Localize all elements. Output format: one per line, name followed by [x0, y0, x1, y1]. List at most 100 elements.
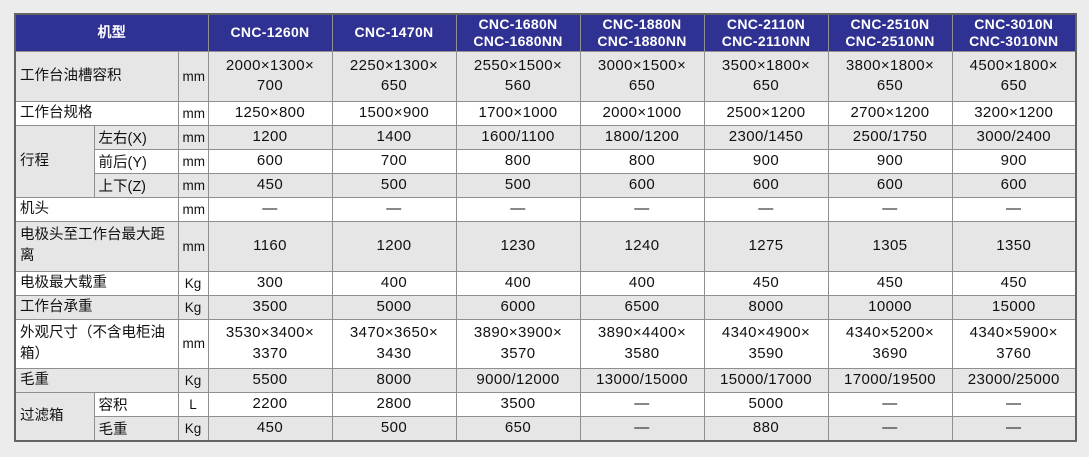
value-cell: 13000/15000 — [579, 367, 705, 393]
value-cell: 1800/1200 — [579, 124, 705, 150]
value-cell: 400 — [455, 270, 581, 296]
value-cell: — — [951, 415, 1077, 442]
value-cell: 1200 — [207, 124, 333, 150]
value-cell: 1350 — [951, 220, 1077, 272]
value-cell: 1600/1100 — [455, 124, 581, 150]
value-cell: 600 — [579, 172, 705, 198]
value-cell: 450 — [951, 270, 1077, 296]
value-cell: 1230 — [455, 220, 581, 272]
value-cell: 1200 — [331, 220, 457, 272]
value-cell: 4340×5200× 3690 — [827, 318, 953, 369]
value-cell: 1500×900 — [331, 100, 457, 126]
unit-cell: mm — [177, 124, 209, 150]
value-cell: 4500×1800× 650 — [951, 50, 1077, 102]
value-cell: 400 — [579, 270, 705, 296]
row-label: 电极头至工作台最大距离 — [14, 220, 179, 272]
value-cell: 450 — [207, 172, 333, 198]
row-label: 电极最大载重 — [14, 270, 179, 296]
value-cell: — — [703, 196, 829, 222]
row-filter-weight: 毛重 Kg 450 500 650 — 880 — — — [15, 415, 1077, 442]
value-cell: 400 — [331, 270, 457, 296]
value-cell: 6500 — [579, 294, 705, 320]
value-cell: — — [579, 391, 705, 417]
value-cell: 3000×1500× 650 — [579, 50, 705, 102]
unit-cell: mm — [177, 196, 209, 222]
unit-cell: mm — [177, 318, 209, 369]
value-cell: 600 — [951, 172, 1077, 198]
value-cell: 5500 — [207, 367, 333, 393]
value-cell: 500 — [331, 172, 457, 198]
value-cell: 2250×1300× 650 — [331, 50, 457, 102]
value-cell: 2500/1750 — [827, 124, 953, 150]
row-sublabel: 上下(Z) — [93, 172, 179, 198]
cnc-spec-table: 机型 CNC-1260N CNC-1470N CNC-1680N CNC-168… — [14, 13, 1077, 442]
value-cell: 17000/19500 — [827, 367, 953, 393]
row-electrode-load: 电极最大载重 Kg 300 400 400 400 450 450 450 — [14, 270, 1077, 296]
value-cell: — — [455, 196, 581, 222]
value-cell: 4340×4900× 3590 — [703, 318, 829, 369]
row-label: 工作台油槽容积 — [14, 50, 179, 102]
row-group-label-travel: 行程 — [14, 124, 95, 198]
value-cell: 3530×3400× 3370 — [207, 318, 333, 369]
value-cell: 500 — [331, 415, 457, 442]
value-cell: 3200×1200 — [951, 100, 1077, 126]
value-cell: 2500×1200 — [703, 100, 829, 126]
row-table-size: 工作台规格 mm 1250×800 1500×900 1700×1000 200… — [14, 100, 1077, 126]
value-cell: 300 — [207, 270, 333, 296]
unit-cell: mm — [177, 220, 209, 272]
value-cell: 1240 — [579, 220, 705, 272]
value-cell: 1700×1000 — [455, 100, 581, 126]
value-cell: 4340×5900× 3760 — [951, 318, 1077, 369]
value-cell: 8000 — [703, 294, 829, 320]
value-cell: 900 — [827, 148, 953, 174]
value-cell: 3890×3900× 3570 — [455, 318, 581, 369]
row-dimensions: 外观尺寸（不含电柜油箱） mm 3530×3400× 3370 3470×365… — [14, 318, 1077, 369]
row-oil-tank: 工作台油槽容积 mm 2000×1300× 700 2250×1300× 650… — [14, 50, 1077, 102]
column-header-model-5: CNC-2110N CNC-2110NN — [703, 13, 829, 52]
row-sublabel: 左右(X) — [93, 124, 179, 150]
unit-cell: mm — [177, 172, 209, 198]
value-cell: 9000/12000 — [455, 367, 581, 393]
value-cell: 1275 — [703, 220, 829, 272]
value-cell: — — [331, 196, 457, 222]
unit-cell: mm — [177, 50, 209, 102]
column-header-model-4: CNC-1880N CNC-1880NN — [579, 13, 705, 52]
value-cell: — — [207, 196, 333, 222]
value-cell: 2000×1000 — [579, 100, 705, 126]
value-cell: 2700×1200 — [827, 100, 953, 126]
row-label: 工作台承重 — [14, 294, 179, 320]
value-cell: — — [827, 196, 953, 222]
value-cell: 2200 — [207, 391, 333, 417]
value-cell: 1250×800 — [207, 100, 333, 126]
value-cell: 5000 — [331, 294, 457, 320]
value-cell: 600 — [827, 172, 953, 198]
value-cell: 3500×1800× 650 — [703, 50, 829, 102]
value-cell: 2000×1300× 700 — [207, 50, 333, 102]
value-cell: 1160 — [207, 220, 333, 272]
value-cell: 800 — [455, 148, 581, 174]
row-travel-y: 前后(Y) mm 600 700 800 800 900 900 900 — [15, 148, 1077, 174]
header-row: 机型 CNC-1260N CNC-1470N CNC-1680N CNC-168… — [14, 13, 1077, 52]
value-cell: 3500 — [207, 294, 333, 320]
value-cell: 10000 — [827, 294, 953, 320]
column-header-model-7: CNC-3010N CNC-3010NN — [951, 13, 1077, 52]
row-sublabel: 前后(Y) — [93, 148, 179, 174]
column-header-model-6: CNC-2510N CNC-2510NN — [827, 13, 953, 52]
header-model-label: 机型 — [14, 13, 209, 52]
row-travel-z: 上下(Z) mm 450 500 500 600 600 600 600 — [15, 172, 1077, 198]
value-cell: 3890×4400× 3580 — [579, 318, 705, 369]
value-cell: 450 — [827, 270, 953, 296]
value-cell: 2800 — [331, 391, 457, 417]
value-cell: 800 — [579, 148, 705, 174]
value-cell: 5000 — [703, 391, 829, 417]
value-cell: 23000/25000 — [951, 367, 1077, 393]
column-header-model-3: CNC-1680N CNC-1680NN — [455, 13, 581, 52]
row-label: 毛重 — [14, 367, 179, 393]
value-cell: 700 — [331, 148, 457, 174]
row-label: 机头 — [14, 196, 179, 222]
value-cell: 600 — [207, 148, 333, 174]
unit-cell: Kg — [177, 270, 209, 296]
value-cell: 3000/2400 — [951, 124, 1077, 150]
column-header-model-2: CNC-1470N — [331, 13, 457, 52]
